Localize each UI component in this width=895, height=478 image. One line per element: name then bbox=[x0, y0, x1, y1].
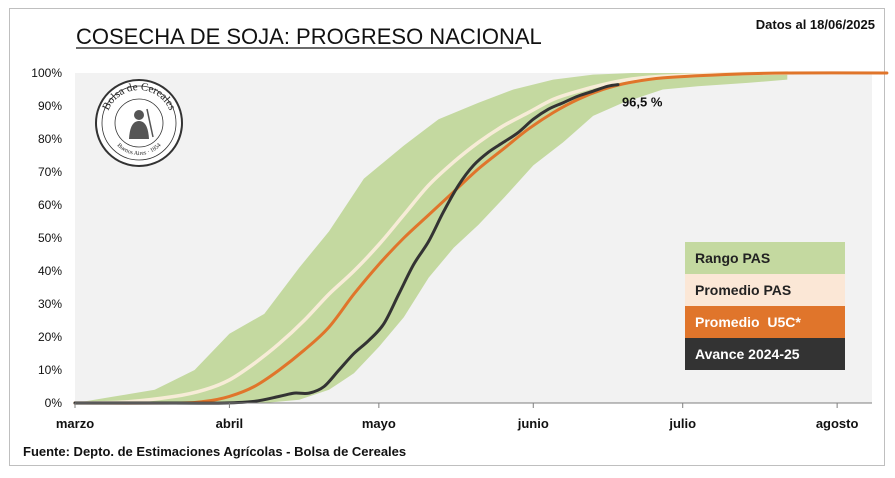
legend-item-avance: Avance 2024-25 bbox=[685, 338, 845, 370]
legend-item-promedio-pas: Promedio PAS bbox=[685, 274, 845, 306]
y-tick-label: 20% bbox=[38, 330, 62, 344]
chart-title: COSECHA DE SOJA: PROGRESO NACIONAL bbox=[76, 24, 542, 49]
x-tick-label: abril bbox=[216, 416, 243, 431]
y-tick-label: 70% bbox=[38, 165, 62, 179]
y-tick-label: 100% bbox=[31, 66, 62, 80]
y-tick-label: 40% bbox=[38, 264, 62, 278]
logo-figure-body bbox=[129, 121, 149, 139]
source-note: Fuente: Depto. de Estimaciones Agrícolas… bbox=[23, 444, 406, 459]
y-tick-label: 80% bbox=[38, 132, 62, 146]
logo-figure-head bbox=[134, 110, 144, 120]
y-tick-label: 50% bbox=[38, 231, 62, 245]
logo-inner-ring bbox=[114, 98, 164, 148]
x-tick-label: julio bbox=[668, 416, 696, 431]
y-tick-label: 60% bbox=[38, 198, 62, 212]
series-promedio-pas-line bbox=[73, 71, 790, 405]
x-tick-label: marzo bbox=[56, 416, 94, 431]
y-tick-label: 90% bbox=[38, 99, 62, 113]
x-tick-label: mayo bbox=[362, 416, 396, 431]
legend-item-promedio-u5c: Promedio U5C* bbox=[685, 306, 845, 338]
legend-item-rango-pas: Rango PAS bbox=[685, 242, 845, 274]
legend-label-promedio-u5c: Promedio U5C* bbox=[695, 314, 801, 330]
y-tick-label: 10% bbox=[38, 363, 62, 377]
y-tick-label: 0% bbox=[45, 396, 63, 410]
legend-label-avance: Avance 2024-25 bbox=[695, 346, 800, 362]
x-tick-label: agosto bbox=[816, 416, 859, 431]
legend-label-promedio-pas: Promedio PAS bbox=[695, 282, 792, 298]
y-tick-label: 30% bbox=[38, 297, 62, 311]
series-promedio-u5c-line bbox=[73, 71, 889, 405]
current-value-annotation: 96,5 % bbox=[622, 95, 663, 110]
logo-figure-staff bbox=[146, 108, 154, 138]
x-tick-label: junio bbox=[517, 416, 549, 431]
date-note: Datos al 18/06/2025 bbox=[756, 17, 875, 32]
series-avance-line bbox=[73, 83, 620, 405]
logo-mid-ring bbox=[101, 85, 177, 161]
legend-label-rango-pas: Rango PAS bbox=[695, 250, 771, 266]
